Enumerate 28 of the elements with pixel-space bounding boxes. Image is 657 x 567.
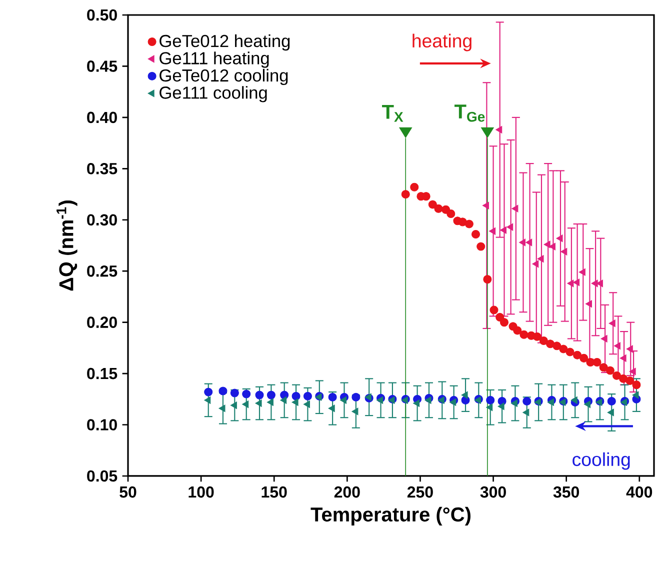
x-tick-label: 300 (480, 486, 506, 498)
y-tick-label: 0.05 (87, 470, 118, 482)
legend-label: GeTe012 cooling (160, 68, 288, 86)
x-tick-label: 150 (262, 486, 287, 498)
x-tick-label: 250 (407, 486, 433, 498)
legend-label: GeTe012 heating (160, 34, 290, 51)
y-tick-label: 0.10 (87, 419, 117, 430)
y-tick-label: 0.20 (87, 316, 117, 328)
annotation: cooling (572, 452, 630, 470)
y-tick-label: 0.45 (87, 60, 118, 72)
y-tick-label: 0.30 (87, 214, 117, 226)
annotation: heating (412, 34, 472, 52)
ref-line-label: T$_{X}$ (382, 104, 404, 122)
x-tick-label: 200 (334, 486, 360, 498)
x-axis-title: Temperature (°C) (310, 506, 470, 526)
legend-label: Ge111 cooling (160, 86, 267, 102)
y-tick-label: 0.25 (87, 265, 118, 277)
y-axis-title: ΔQ (nm$^{-1}$) (56, 200, 78, 291)
legend-label: Ge111 heating (160, 52, 269, 68)
y-tick-label: 0.35 (87, 162, 118, 174)
x-tick-label: 100 (188, 486, 214, 498)
y-tick-label: 0.15 (87, 368, 118, 380)
y-tick-label: 0.40 (87, 112, 117, 124)
x-tick-label: 400 (626, 486, 652, 498)
x-tick-label: 350 (553, 486, 580, 498)
x-tick-label: 50 (120, 486, 136, 498)
y-tick-label: 0.50 (87, 9, 117, 21)
ref-line-label: T$_{Ge}$ (454, 104, 485, 122)
